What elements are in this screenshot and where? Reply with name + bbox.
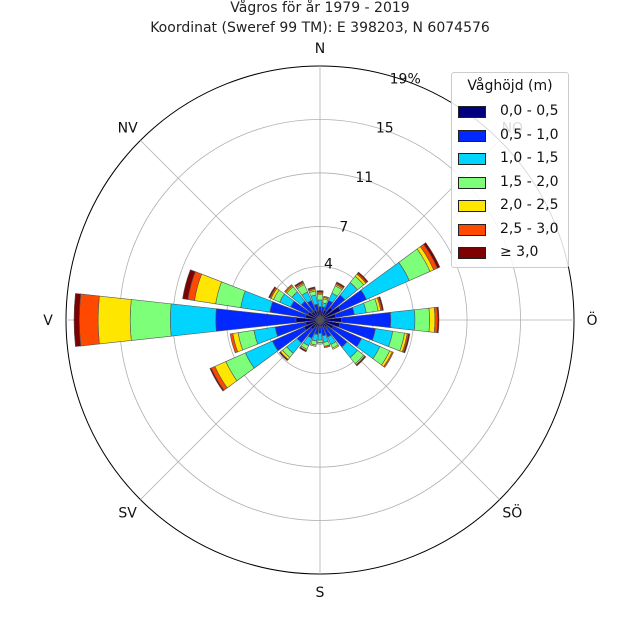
direction-label: N <box>315 41 325 57</box>
rose-bar-segment <box>317 339 323 344</box>
radial-tick-label: 11 <box>355 170 373 186</box>
legend-label: 1,0 - 1,5 <box>500 150 559 166</box>
radial-tick-label: 15 <box>376 121 394 137</box>
direction-label: V <box>43 313 53 329</box>
rose-bar-segment <box>436 306 440 334</box>
direction-label: Ö <box>586 311 597 329</box>
rose-bar-segment <box>316 294 324 301</box>
rose-bar-segment <box>278 351 289 362</box>
legend-label: 1,5 - 2,0 <box>500 173 559 190</box>
legend-swatch <box>458 247 486 259</box>
rose-bar-segment <box>299 346 307 353</box>
rose-bar-segment <box>294 280 304 287</box>
rose-bar-segment <box>332 344 340 350</box>
radial-tick-label: 4 <box>324 257 333 273</box>
legend-title: Våghöjd (m) <box>467 78 553 94</box>
rose-bar-segment <box>79 293 100 347</box>
legend-label: 0,5 - 1,0 <box>500 126 559 143</box>
rose-bar-segment <box>335 281 345 289</box>
rose-bar-segment <box>240 290 274 313</box>
rose-bar-segment <box>423 242 441 269</box>
rose-bar-segment <box>317 299 323 308</box>
rose-bar-segment <box>357 271 369 283</box>
rose-bar-segment <box>360 261 410 300</box>
chart-title: Vågros för år 1979 - 2019 <box>230 0 410 16</box>
direction-label: SÖ <box>502 503 522 521</box>
legend-swatch <box>458 200 486 212</box>
rose-bar-segment <box>318 306 322 310</box>
legend-swatch <box>458 129 486 142</box>
direction-label: NV <box>118 121 138 137</box>
rose-bar-segment <box>378 296 384 311</box>
legend-label: ≥ 3,0 <box>500 244 539 260</box>
rose-bar-segment <box>284 284 293 293</box>
rose-bar-segment <box>182 269 196 300</box>
legend-swatch <box>458 153 486 165</box>
legend-label: 2,0 - 2,5 <box>500 197 559 213</box>
rose-bar-segment <box>403 333 411 354</box>
rose-bar-segment <box>317 332 323 341</box>
legend: Våghöjd (m) 0,0 - 0,5 0,5 - 1,0 1,0 - 1,5 1… <box>451 72 569 268</box>
rose-bar-segment <box>428 307 436 333</box>
rose-bars <box>73 242 441 392</box>
legend-swatch <box>458 106 486 118</box>
rose-bar-segment <box>355 355 367 367</box>
rose-bar-segment <box>169 303 217 337</box>
rose-bar-segment <box>317 342 323 345</box>
rose-bar-segment <box>307 286 316 291</box>
rose-bar-segment <box>229 333 239 354</box>
rose-bar-segment <box>323 295 330 300</box>
rose-bar-segment <box>209 367 225 392</box>
direction-label: SV <box>118 505 137 521</box>
rose-bar-segment <box>383 351 394 368</box>
direction-label: S <box>316 585 325 601</box>
rose-bar-segment <box>414 307 430 333</box>
legend-label: 0,0 - 0,5 <box>500 103 559 119</box>
rose-bar-segment <box>268 286 277 299</box>
rose-bar-segment <box>323 344 331 349</box>
legend-label: 2,5 - 3,0 <box>500 220 559 237</box>
chart-subtitle: Koordinat (Sweref 99 TM): E 398203, N 60… <box>150 20 490 36</box>
rose-bar-segment <box>129 299 172 341</box>
rose-bar-segment <box>390 309 416 331</box>
radial-tick-label: 7 <box>339 220 348 236</box>
rose-bar-segment <box>73 293 82 347</box>
legend-swatch <box>458 223 486 236</box>
radial-tick-label: 19% <box>390 71 421 87</box>
rose-bar-segment <box>309 343 317 347</box>
rose-bar-segment <box>97 295 132 345</box>
rose-bar-segment <box>316 290 324 293</box>
legend-swatch <box>458 176 486 189</box>
